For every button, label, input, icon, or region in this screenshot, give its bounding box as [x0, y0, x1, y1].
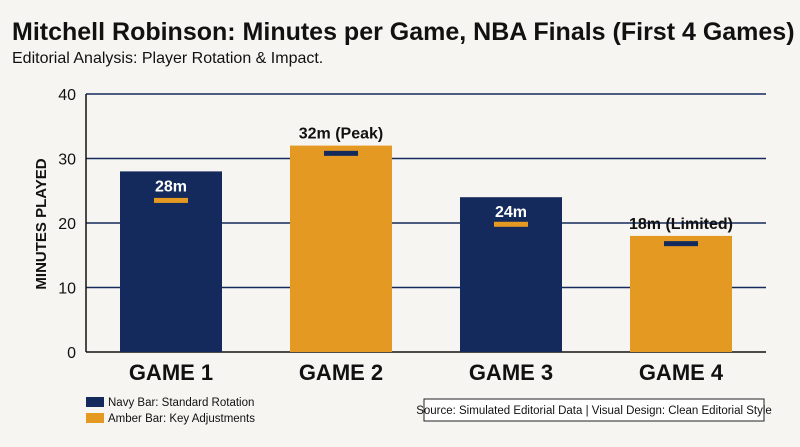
x-tick-label: GAME 3	[469, 360, 553, 385]
bar-marker-4	[664, 241, 698, 247]
bar-2	[290, 145, 392, 352]
legend-label-navy: Navy Bar: Standard Rotation	[108, 397, 254, 409]
y-tick-label: 30	[58, 152, 76, 169]
y-tick-label: 0	[67, 345, 76, 362]
source-note: Source: Simulated Editorial Data | Visua…	[416, 398, 772, 422]
bar-4	[630, 235, 732, 352]
source-box	[423, 398, 765, 422]
y-tick-label: 40	[58, 87, 76, 104]
y-tick-label: 20	[58, 216, 76, 233]
chart-subtitle: Editorial Analysis: Player Rotation & Im…	[12, 50, 323, 67]
data-label-2: 32m (Peak)	[299, 126, 384, 143]
data-labels: 28m 32m (Peak) 24m 18m (Limited)	[155, 126, 733, 233]
bar-marker-1	[154, 197, 188, 203]
y-axis-label: MINUTES PLAYED	[33, 158, 50, 289]
data-label-1: 28m	[155, 178, 187, 195]
bar-marker-2	[324, 150, 358, 156]
legend-swatch-navy	[86, 397, 104, 407]
chart-title: Mitchell Robinson: Minutes per Game, NBA…	[12, 18, 795, 46]
bar-marker-3	[494, 221, 528, 227]
legend-swatch-amber	[86, 413, 104, 423]
source-text: Source: Simulated Editorial Data | Visua…	[416, 405, 772, 417]
legend-label-amber: Amber Bar: Key Adjustments	[108, 413, 255, 425]
legend: Navy Bar: Standard Rotation Amber Bar: K…	[86, 397, 255, 425]
x-tick-label: GAME 2	[299, 360, 383, 385]
x-tick-label: GAME 1	[129, 360, 213, 385]
data-label-4: 18m (Limited)	[629, 216, 733, 233]
y-axis-ticks: 0 10 20 30 40	[58, 87, 76, 362]
bars	[120, 145, 732, 352]
x-axis-ticks: GAME 1 GAME 2 GAME 3 GAME 4	[129, 360, 724, 385]
y-tick-label: 10	[58, 281, 76, 298]
x-tick-label: GAME 4	[639, 360, 724, 385]
data-label-3: 24m	[495, 204, 527, 221]
